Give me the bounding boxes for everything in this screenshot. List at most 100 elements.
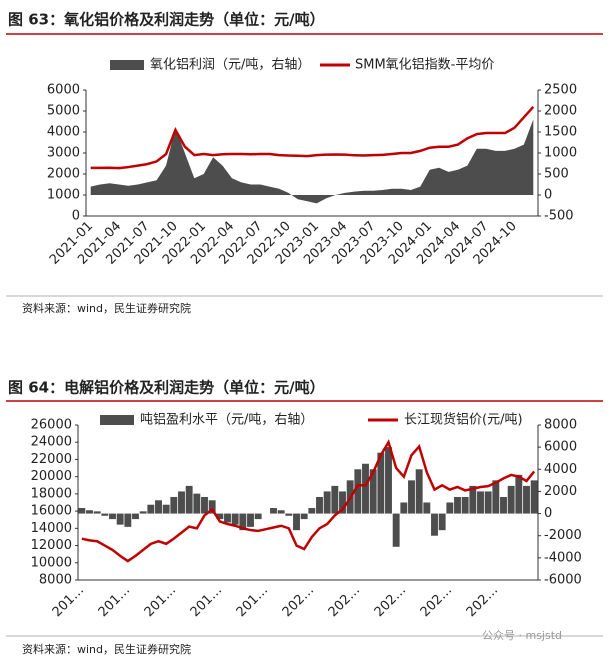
- y-tick-label: 0: [72, 209, 80, 224]
- y2-tick-label: 0: [544, 188, 552, 203]
- y2-tick-label: 1500: [544, 125, 577, 140]
- bar: [454, 496, 461, 514]
- bar: [124, 513, 132, 527]
- bar: [293, 513, 300, 531]
- legend-swatch: [110, 60, 144, 70]
- source: 资料来源：wind，民生证券研究院: [22, 301, 191, 315]
- bar: [492, 480, 500, 514]
- bar: [507, 485, 515, 514]
- y2-tick-label: 2500: [544, 83, 577, 98]
- x-tick-label: 202…: [418, 583, 455, 620]
- bar: [109, 513, 116, 520]
- bar: [423, 502, 431, 514]
- bar: [285, 513, 293, 516]
- bar: [78, 508, 86, 514]
- line: [81, 439, 536, 563]
- bar: [515, 474, 523, 514]
- y2-tick-label: -2000: [544, 528, 582, 543]
- y-tick-label: 2000: [47, 167, 80, 182]
- y2-tick-label: -4000: [544, 550, 582, 565]
- bar: [162, 504, 170, 514]
- bar: [431, 513, 438, 536]
- bar: [208, 500, 216, 514]
- bar: [400, 502, 408, 514]
- x-tick-label: 202…: [280, 583, 317, 620]
- y-tick-label: 20000: [31, 469, 72, 484]
- bar: [224, 513, 231, 523]
- y-tick-label: 3000: [47, 146, 80, 161]
- bar: [469, 485, 477, 514]
- y-tick-label: 14000: [31, 521, 72, 536]
- bar: [323, 491, 331, 514]
- y2-tick-label: 8000: [544, 418, 577, 433]
- x-tick-label: 201…: [234, 583, 271, 620]
- y2-tick-label: 0: [544, 506, 552, 521]
- y2-tick-label: 2000: [544, 484, 577, 499]
- y-tick-label: 22000: [31, 452, 72, 467]
- bar: [385, 447, 392, 514]
- y2-tick-label: -500: [544, 209, 574, 224]
- bar: [239, 513, 247, 531]
- bar: [254, 513, 262, 520]
- bar: [277, 510, 285, 514]
- bar: [354, 469, 362, 514]
- bar: [178, 491, 185, 514]
- y-tick-label: 24000: [31, 435, 72, 450]
- watermark: 公众号 · msjstd: [482, 629, 562, 642]
- bar: [316, 496, 323, 514]
- bar: [147, 504, 155, 514]
- legend-swatch: [100, 415, 134, 425]
- y2-tick-label: -6000: [544, 573, 582, 588]
- y2-tick-label: 2000: [544, 104, 577, 119]
- legend-label: 吨铝盈利水平（元/吨，右轴）: [140, 413, 313, 428]
- bar: [216, 513, 224, 520]
- x-tick-label: 202…: [464, 583, 501, 620]
- x-tick-label: 202…: [372, 583, 409, 620]
- bar: [193, 493, 201, 514]
- source: 资料来源：wind，民生证券研究院: [22, 642, 191, 656]
- x-tick-label: 201…: [96, 583, 133, 620]
- bar: [477, 491, 484, 514]
- y-tick-label: 12000: [31, 538, 72, 553]
- y-tick-label: 18000: [31, 486, 72, 501]
- bar: [86, 510, 93, 514]
- bar: [132, 513, 139, 520]
- x-tick-label: 201…: [188, 583, 225, 620]
- y2-tick-label: 4000: [544, 462, 577, 477]
- x-tick-label: 201…: [142, 583, 179, 620]
- y2-tick-label: 6000: [544, 440, 577, 455]
- bar: [523, 485, 530, 514]
- legend-label: 氧化铝利润（元/吨，右轴）: [150, 58, 310, 73]
- y-tick-label: 16000: [31, 504, 72, 519]
- bar: [300, 513, 308, 520]
- bar: [392, 513, 400, 547]
- y-tick-label: 10000: [31, 555, 72, 570]
- bar: [408, 480, 415, 514]
- bar: [415, 469, 423, 514]
- line: [90, 105, 535, 170]
- y-tick-label: 1000: [47, 188, 80, 203]
- x-tick-label: 202…: [326, 583, 363, 620]
- bar: [155, 500, 162, 514]
- bar: [446, 502, 454, 514]
- bar: [369, 469, 377, 514]
- y-tick-label: 26000: [31, 418, 72, 433]
- y-tick-label: 6000: [47, 83, 80, 98]
- bar: [101, 513, 109, 516]
- y2-tick-label: 500: [544, 167, 569, 182]
- legend-label: SMM氧化铝指数-平均价: [355, 58, 494, 73]
- bar: [530, 480, 538, 514]
- bar: [247, 513, 254, 527]
- y-tick-label: 5000: [47, 104, 80, 119]
- bar: [484, 491, 492, 514]
- x-tick-label: 201…: [50, 583, 87, 620]
- bar: [308, 508, 316, 514]
- bar: [201, 496, 208, 514]
- bar: [116, 513, 124, 525]
- y-tick-label: 8000: [39, 573, 72, 588]
- bar: [170, 496, 178, 514]
- bar: [93, 511, 101, 514]
- bar: [362, 463, 369, 514]
- bar: [461, 496, 469, 514]
